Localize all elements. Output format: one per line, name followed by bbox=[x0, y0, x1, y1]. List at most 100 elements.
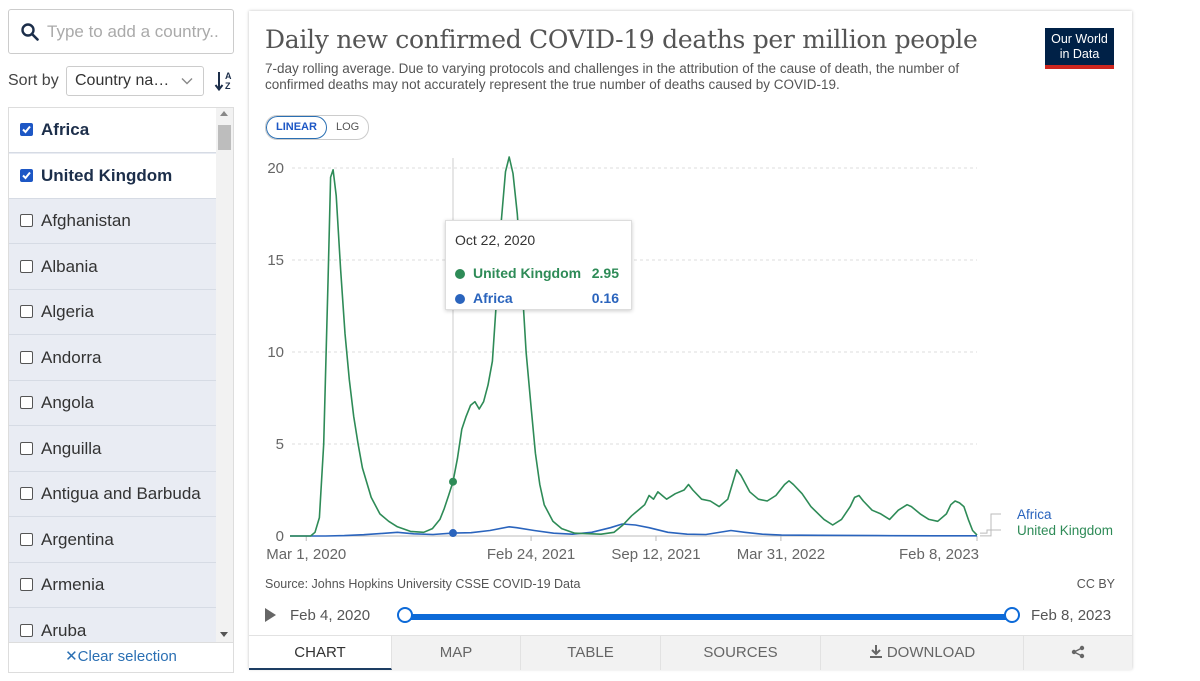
tab-map[interactable]: MAP bbox=[392, 636, 521, 670]
tab-share[interactable] bbox=[1024, 636, 1132, 670]
checkbox[interactable] bbox=[20, 532, 33, 546]
tooltip-name-uk: United Kingdom bbox=[473, 265, 582, 281]
hover-point-uk bbox=[449, 477, 458, 486]
country-label: Aruba bbox=[41, 620, 87, 640]
checkbox[interactable] bbox=[20, 578, 33, 591]
scroll-down-icon[interactable] bbox=[220, 632, 228, 637]
chart-subtitle: 7-day rolling average. Due to varying pr… bbox=[265, 61, 960, 92]
scale-toggle: LINEAR LOG bbox=[265, 115, 370, 140]
timeline-start-label: Feb 4, 2020 bbox=[290, 607, 371, 624]
x-tick-label: Mar 1, 2020 bbox=[266, 546, 346, 563]
x-tick-label: Mar 31, 2022 bbox=[737, 546, 825, 563]
country-item[interactable]: Angola bbox=[9, 381, 216, 426]
tab-table[interactable]: TABLE bbox=[521, 636, 661, 670]
timeline-end-label: Feb 8, 2023 bbox=[1031, 607, 1112, 624]
country-list: Aruba Armenia Argentina Antigua and Barbuda… bbox=[8, 107, 234, 643]
tooltip-value-africa: 0.16 bbox=[591, 290, 619, 306]
checkbox[interactable] bbox=[20, 487, 33, 500]
country-item[interactable]: Africa bbox=[9, 108, 216, 153]
clear-selection-button[interactable]: ✕Clear selection bbox=[8, 643, 234, 673]
legend-label-uk[interactable]: United Kingdom bbox=[1017, 523, 1113, 538]
tab-download[interactable]: DOWNLOAD bbox=[821, 636, 1024, 670]
timeline-track[interactable] bbox=[405, 614, 1011, 620]
hover-point-africa bbox=[449, 529, 458, 538]
checkbox-checked[interactable] bbox=[20, 168, 33, 182]
chevron-down-icon bbox=[181, 78, 193, 85]
timeline-end-handle[interactable] bbox=[1004, 607, 1020, 623]
search-icon bbox=[21, 23, 39, 41]
series-line-uk[interactable] bbox=[290, 156, 978, 537]
sort-label: Sort by bbox=[8, 72, 59, 89]
checkbox[interactable] bbox=[20, 305, 33, 318]
checkbox[interactable] bbox=[20, 441, 33, 455]
sort-row: Sort by Country na… A Z bbox=[8, 66, 238, 96]
y-tick-label: 5 bbox=[276, 436, 284, 453]
chart-plot[interactable]: 0 5 10 15 20 Mar 1, 2020 Feb 24, 2021 Sep 12, 2… bbox=[249, 11, 1132, 571]
country-item[interactable]: United Kingdom bbox=[9, 153, 216, 199]
country-item[interactable]: Anguilla bbox=[9, 427, 216, 472]
country-item[interactable]: Albania bbox=[9, 245, 216, 290]
search-input[interactable] bbox=[47, 18, 227, 46]
country-label: Africa bbox=[41, 120, 90, 139]
country-label: Andorra bbox=[41, 347, 102, 367]
scroll-thumb[interactable] bbox=[218, 125, 231, 150]
sort-select-value: Country na… bbox=[75, 72, 170, 89]
linear-scale-button[interactable]: LINEAR bbox=[266, 116, 327, 139]
country-item[interactable]: Andorra bbox=[9, 336, 216, 381]
tooltip-row-uk: United Kingdom 2.95 bbox=[455, 265, 625, 283]
legend-connector-africa bbox=[980, 513, 1001, 537]
sort-select[interactable]: Country na… bbox=[66, 66, 204, 96]
svg-text:A: A bbox=[225, 71, 232, 81]
checkbox[interactable] bbox=[20, 396, 33, 409]
country-item[interactable]: Antigua and Barbuda bbox=[9, 472, 216, 517]
checkbox[interactable] bbox=[20, 350, 33, 364]
share-icon bbox=[1071, 645, 1085, 659]
y-tick-label: 20 bbox=[267, 160, 284, 177]
search-box[interactable] bbox=[8, 9, 234, 54]
country-item[interactable]: Afghanistan bbox=[9, 199, 216, 244]
y-tick-label: 10 bbox=[267, 344, 284, 361]
country-label: Albania bbox=[41, 256, 98, 276]
country-label: Anguilla bbox=[41, 438, 102, 458]
tooltip-date: Oct 22, 2020 bbox=[455, 232, 536, 248]
chart-tooltip: Oct 22, 2020 United Kingdom 2.95 Africa … bbox=[445, 220, 632, 310]
x-tick-label: Feb 24, 2021 bbox=[487, 546, 575, 563]
chart-source[interactable]: Source: Johns Hopkins University CSSE CO… bbox=[265, 577, 581, 591]
country-item[interactable]: Algeria bbox=[9, 290, 216, 335]
scroll-up-icon[interactable] bbox=[220, 111, 228, 116]
checkbox[interactable] bbox=[20, 623, 33, 637]
country-label: United Kingdom bbox=[41, 165, 173, 185]
legend-label-africa[interactable]: Africa bbox=[1017, 507, 1052, 522]
country-sidebar: Sort by Country na… A Z Aruba Armenia Arge… bbox=[0, 0, 243, 681]
country-item[interactable]: Armenia bbox=[9, 563, 216, 608]
checkbox-checked[interactable] bbox=[20, 123, 33, 136]
tab-chart[interactable]: CHART bbox=[249, 636, 392, 670]
play-icon[interactable] bbox=[265, 608, 276, 622]
country-label: Afghanistan bbox=[41, 211, 131, 230]
tooltip-dot-uk bbox=[455, 269, 465, 279]
tooltip-dot-africa bbox=[455, 294, 465, 304]
list-scrollbar[interactable] bbox=[216, 108, 233, 642]
country-label: Angola bbox=[41, 393, 94, 412]
logo-line-2: in Data bbox=[1059, 47, 1100, 61]
checkbox[interactable] bbox=[20, 214, 33, 227]
owid-logo[interactable]: Our World in Data bbox=[1045, 28, 1114, 69]
sort-order-icon[interactable]: A Z bbox=[214, 70, 236, 92]
x-tick-label: Sep 12, 2021 bbox=[611, 546, 700, 563]
country-item[interactable]: Aruba bbox=[9, 609, 216, 643]
tab-sources[interactable]: SOURCES bbox=[661, 636, 821, 670]
country-label: Armenia bbox=[41, 575, 105, 594]
tab-download-label: DOWNLOAD bbox=[886, 644, 976, 661]
country-label: Algeria bbox=[41, 302, 94, 321]
legend-connector-uk bbox=[980, 529, 1001, 534]
checkbox[interactable] bbox=[20, 259, 33, 273]
logo-line-1: Our World bbox=[1051, 32, 1108, 46]
timeline-start-handle[interactable] bbox=[397, 607, 413, 623]
chart-tabs: CHART MAP TABLE SOURCES DOWNLOAD bbox=[249, 635, 1132, 670]
series-line-africa[interactable] bbox=[290, 523, 977, 537]
chart-license[interactable]: CC BY bbox=[1076, 577, 1115, 591]
country-item[interactable]: Argentina bbox=[9, 518, 216, 563]
log-scale-button[interactable]: LOG bbox=[335, 121, 360, 133]
y-tick-label: 0 bbox=[276, 528, 284, 545]
tooltip-row-africa: Africa 0.16 bbox=[455, 290, 625, 308]
